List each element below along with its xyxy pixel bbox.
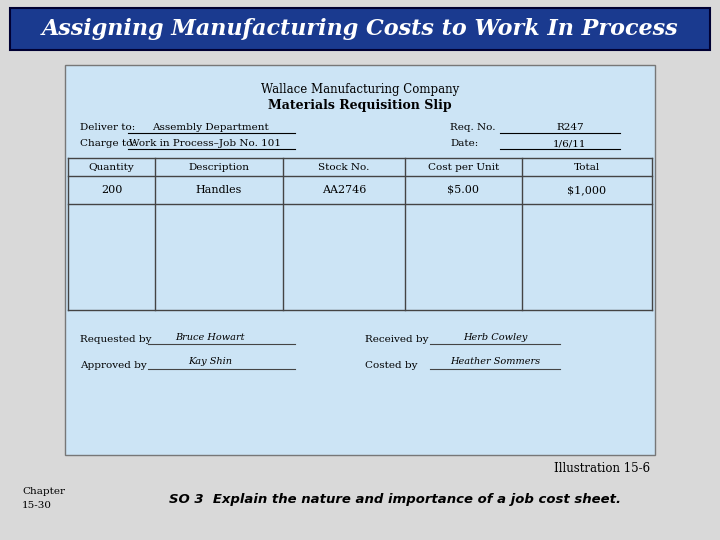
Text: Wallace Manufacturing Company: Wallace Manufacturing Company [261,84,459,97]
Text: Deliver to:: Deliver to: [80,124,135,132]
Text: Total: Total [574,163,600,172]
Text: $5.00: $5.00 [448,185,480,195]
Text: R247: R247 [556,124,584,132]
Text: Description: Description [189,163,250,172]
Text: $1,000: $1,000 [567,185,606,195]
Text: Illustration 15-6: Illustration 15-6 [554,462,650,475]
Text: Handles: Handles [196,185,242,195]
Text: AA2746: AA2746 [322,185,366,195]
Text: Assigning Manufacturing Costs to Work In Process: Assigning Manufacturing Costs to Work In… [42,18,678,40]
Text: Stock No.: Stock No. [318,163,369,172]
Bar [65,65,655,455]
Text: Approved by: Approved by [80,361,147,369]
Text: Received by: Received by [365,335,428,345]
Text: Cost per Unit: Cost per Unit [428,163,499,172]
Text: Materials Requisition Slip: Materials Requisition Slip [268,98,452,111]
Text: Requested by: Requested by [80,335,151,345]
Text: SO 3  Explain the nature and importance of a job cost sheet.: SO 3 Explain the nature and importance o… [169,494,621,507]
Text: Costed by: Costed by [365,361,418,369]
Text: Heather Sommers: Heather Sommers [450,357,540,367]
Text: Bruce Howart: Bruce Howart [175,333,245,341]
Text: Quantity: Quantity [89,163,135,172]
Text: Work in Process–Job No. 101: Work in Process–Job No. 101 [129,139,281,148]
Text: Herb Cowley: Herb Cowley [463,333,527,341]
Text: 15-30: 15-30 [22,501,52,510]
Text: Req. No.: Req. No. [450,124,495,132]
Text: 1/6/11: 1/6/11 [553,139,587,148]
Text: Kay Shin: Kay Shin [188,357,232,367]
Bar [10,8,710,50]
Text: Charge to:: Charge to: [80,139,136,148]
Text: Assembly Department: Assembly Department [152,124,269,132]
Text: Chapter: Chapter [22,488,65,496]
Text: Date:: Date: [450,139,478,148]
Text: 200: 200 [101,185,122,195]
